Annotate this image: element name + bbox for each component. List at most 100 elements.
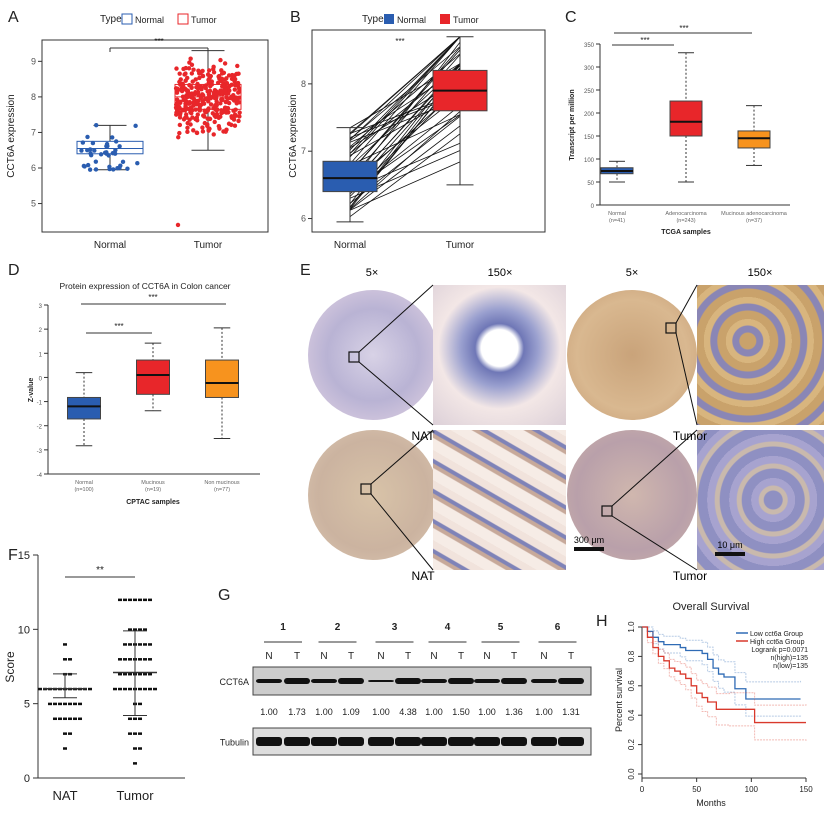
data-point-tumor — [180, 94, 186, 99]
scale-bar-10um — [715, 552, 745, 556]
data-point-tumor — [236, 71, 241, 76]
x-axis-label: Months — [696, 798, 726, 808]
magnification-label: 150× — [748, 267, 773, 279]
nat-150x-image — [433, 285, 566, 425]
data-point-tumor — [148, 658, 152, 661]
y-tick-label: 0 — [591, 204, 595, 210]
data-point-tumor — [178, 110, 183, 116]
data-point-tumor — [197, 75, 202, 81]
x-tick-label: 0 — [640, 785, 645, 794]
blot-band — [421, 737, 447, 746]
y-tick-label: 15 — [18, 550, 30, 562]
y-tick-label: -1 — [37, 401, 43, 407]
paired-line — [349, 125, 461, 211]
tissue-label: NAT — [411, 569, 435, 583]
data-point-tumor — [186, 94, 191, 99]
x-tick-label: Tumor — [446, 240, 475, 251]
blot-band — [448, 737, 474, 746]
data-point-tumor — [138, 747, 142, 750]
lane-label: N — [430, 651, 437, 662]
data-point-normal — [111, 167, 116, 172]
data-point-tumor — [211, 91, 217, 96]
y-tick-label: 300 — [584, 66, 595, 72]
legend-label: High cct6a Group — [750, 639, 805, 646]
data-point-normal — [88, 152, 94, 158]
data-point-nat — [78, 702, 82, 706]
lane-label: N — [265, 651, 272, 662]
y-tick-label: 0.4 — [627, 709, 636, 721]
data-point-tumor — [191, 67, 196, 72]
panel-letter-D: D — [8, 262, 20, 279]
legend-label: Normal — [135, 15, 164, 25]
y-tick-label: 1 — [39, 352, 43, 358]
blot-row-label: Tubulin — [220, 738, 249, 748]
data-point-tumor — [128, 598, 132, 602]
blot-band — [368, 680, 394, 682]
data-point-tumor — [174, 66, 179, 71]
data-point-tumor — [194, 85, 199, 90]
data-point-tumor — [232, 82, 238, 88]
blot-band — [284, 737, 310, 746]
magnification-label: 5× — [366, 267, 379, 279]
data-point-tumor — [197, 104, 203, 109]
data-point-tumor — [220, 110, 225, 115]
tumor-5x-image — [567, 290, 697, 420]
data-point-tumor — [222, 87, 228, 92]
plot-frame — [41, 39, 269, 233]
band-ratio: 4.38 — [399, 707, 417, 717]
data-point-nat — [73, 717, 77, 721]
data-point-normal — [104, 143, 109, 149]
data-point-nat — [48, 702, 52, 706]
y-tick-label: -4 — [37, 473, 43, 479]
blot-band — [395, 678, 421, 684]
data-point-normal — [118, 163, 123, 168]
panel-letter-E: E — [300, 262, 311, 279]
y-tick-label: 50 — [587, 181, 594, 187]
lane-label: T — [511, 651, 517, 662]
data-point-tumor — [113, 687, 117, 691]
data-point-normal — [93, 167, 99, 172]
data-point-tumor — [118, 687, 122, 691]
y-tick-label: 0.2 — [627, 738, 636, 750]
data-point-tumor — [212, 95, 218, 101]
y-axis-label: Percent survival — [614, 668, 624, 732]
data-point-tumor — [218, 57, 223, 63]
lane-label: T — [294, 651, 300, 662]
data-point-tumor — [133, 747, 137, 750]
data-point-normal — [115, 165, 120, 171]
data-point-tumor — [176, 135, 181, 140]
data-point-tumor — [174, 110, 179, 115]
band-ratio: 1.50 — [452, 707, 470, 717]
data-point-tumor — [223, 91, 228, 96]
data-point-nat — [63, 732, 67, 735]
blot-band — [558, 737, 584, 746]
y-tick-label: 0.6 — [627, 680, 636, 692]
data-point-tumor — [195, 118, 200, 123]
zoom-connector — [370, 429, 434, 485]
data-point-tumor — [128, 732, 132, 735]
lane-label: T — [458, 651, 464, 662]
data-point-tumor — [177, 71, 182, 76]
data-point-tumor — [174, 90, 180, 95]
band-ratio: 1.00 — [260, 707, 278, 717]
data-point-tumor — [194, 130, 200, 136]
data-point-tumor — [123, 658, 127, 661]
y-tick-label: 5 — [24, 699, 30, 711]
lane-label: N — [540, 651, 547, 662]
tissue-label: Tumor — [673, 569, 707, 583]
data-point-tumor — [190, 107, 195, 113]
lane-group-label: 5 — [498, 622, 504, 633]
stat-annotation: n(high)=135 — [770, 655, 808, 662]
data-point-tumor — [234, 95, 239, 100]
scale-bar-label: 300 μm — [574, 535, 604, 545]
data-point-tumor — [225, 96, 230, 102]
x-tick-label: Mucinous — [141, 480, 165, 486]
lane-label: N — [377, 651, 384, 662]
data-point-tumor — [183, 78, 188, 83]
panel-letter-G: G — [218, 587, 230, 604]
survival-curve-high — [642, 626, 806, 724]
data-point-tumor — [133, 628, 137, 631]
data-point-nat — [73, 702, 77, 706]
